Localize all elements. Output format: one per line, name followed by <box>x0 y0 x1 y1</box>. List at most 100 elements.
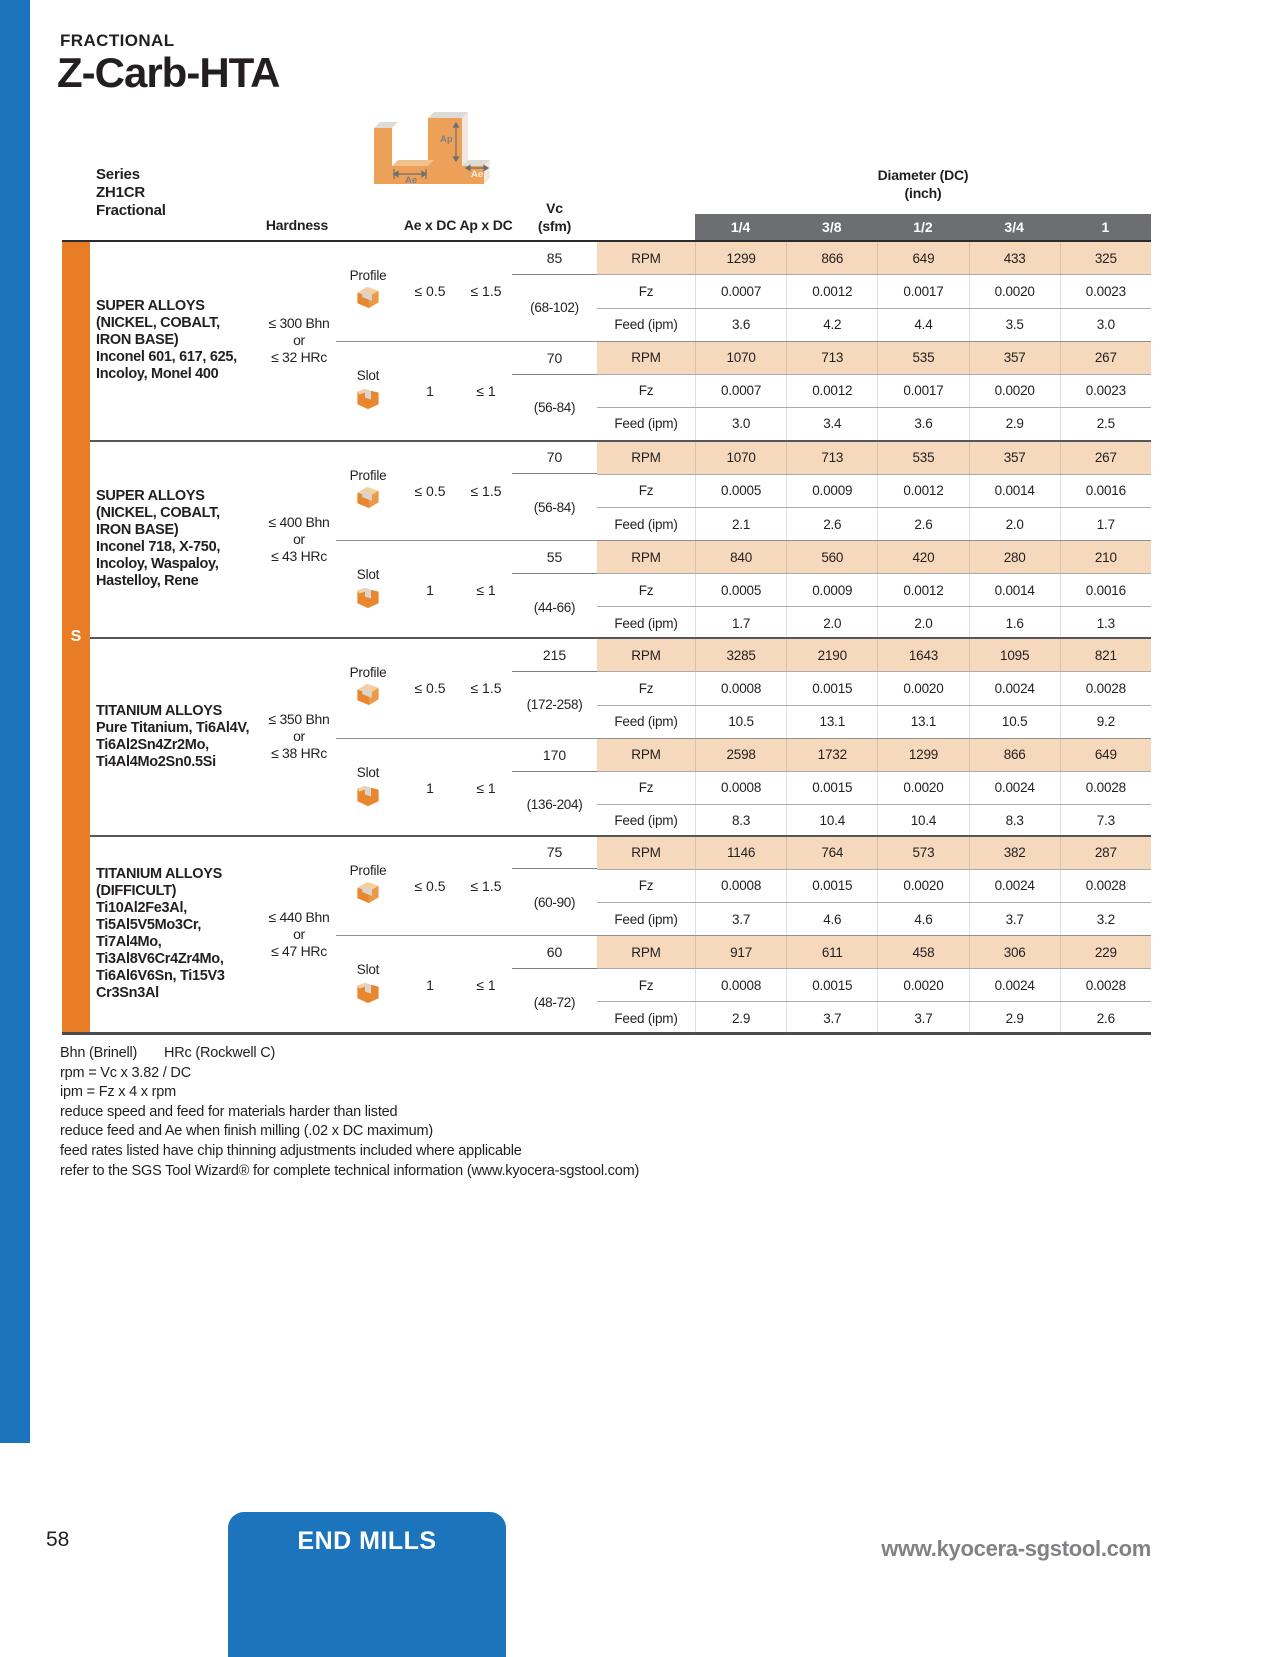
diameter-col-header: 1/4 <box>730 219 751 235</box>
data-rows: RPM 3285 2190 1643 1095 821 Fz 0.0008 0.0015 0.00… <box>597 639 1151 738</box>
feed-cell: 4.6 <box>877 903 968 936</box>
feed-cell: 7.3 <box>1059 804 1151 837</box>
row-label: Fz <box>638 977 654 993</box>
ap-column-header: Ap x DC <box>459 217 513 233</box>
row-label: Fz <box>638 680 654 696</box>
feed-cell: 2.6 <box>1059 1002 1151 1035</box>
hardness-line: ≤ 38 HRc <box>271 745 327 762</box>
material-line: (NICKEL, COBALT, <box>96 315 220 332</box>
fz-cell: 0.0005 <box>695 474 786 507</box>
rpm-cell: 713 <box>786 341 877 374</box>
material-line: Pure Titanium, Ti6Al4V, <box>96 719 250 736</box>
material-name: SUPER ALLOYS (NICKEL, COBALT, IRON BASE) In… <box>96 442 260 638</box>
fz-cell: 0.0020 <box>877 672 968 705</box>
rpm-cell: 420 <box>877 541 968 574</box>
rpm-cell: 866 <box>968 738 1060 771</box>
row-label: RPM <box>631 747 661 763</box>
fz-row: Fz 0.0005 0.0009 0.0012 0.0014 0.0016 <box>597 574 1151 608</box>
slot-icon-wrap <box>353 384 383 414</box>
hardness-line: ≤ 47 HRc <box>271 942 327 959</box>
fz-cell: 0.0014 <box>968 574 1060 607</box>
category-eyebrow: FRACTIONAL <box>60 31 175 50</box>
feed-cell: 2.0 <box>877 607 968 640</box>
series-line: Series <box>96 166 140 183</box>
footnote: reduce speed and feed for materials hard… <box>60 1103 398 1120</box>
fz-row: Fz 0.0008 0.0015 0.0020 0.0024 0.0028 <box>597 869 1151 903</box>
rpm-cell: 267 <box>1059 341 1151 374</box>
ae-value: ≤ 0.5 <box>414 877 446 894</box>
profile-icon <box>357 287 379 309</box>
diameter-header-bar: 1/4 3/8 1/2 3/4 1 <box>695 214 1151 240</box>
feed-cell: 1.7 <box>1059 508 1151 541</box>
op-cell: Slot <box>336 342 400 440</box>
feed-cell: 3.0 <box>1059 308 1151 341</box>
op-section-slot: Slot 1 ≤ 1 60 (48-72) RPM 917 611 458 306 229 Fz 0.0… <box>336 935 1151 1035</box>
fz-cell: 0.0023 <box>1059 374 1151 407</box>
rpm-row: RPM 1070 713 535 357 267 <box>597 441 1151 475</box>
fz-cell: 0.0014 <box>968 474 1060 507</box>
diameter-col-header: 1/2 <box>913 219 933 235</box>
feed-cell: 1.3 <box>1059 607 1151 640</box>
rpm-cell: 357 <box>968 441 1060 474</box>
feed-row: Feed (ipm) 10.5 13.1 13.1 10.5 9.2 <box>597 705 1151 738</box>
rpm-cell: 1070 <box>695 341 786 374</box>
slot-icon-wrap <box>353 978 383 1008</box>
row-label: Fz <box>638 780 654 796</box>
fz-row: Fz 0.0007 0.0012 0.0017 0.0020 0.0023 <box>597 374 1151 408</box>
rpm-cell: 1095 <box>968 639 1060 672</box>
ae-value: 1 <box>426 779 434 796</box>
feed-row: Feed (ipm) 2.1 2.6 2.6 2.0 1.7 <box>597 508 1151 541</box>
fz-row: Fz 0.0008 0.0015 0.0020 0.0024 0.0028 <box>597 672 1151 706</box>
profile-icon <box>357 684 379 706</box>
op-cell: Profile <box>336 837 400 936</box>
rpm-cell: 287 <box>1059 836 1151 869</box>
material-line: SUPER ALLOYS <box>96 298 205 315</box>
rpm-row: RPM 1146 764 573 382 287 <box>597 836 1151 870</box>
op-section-profile: Profile ≤ 0.5 ≤ 1.5 85 (68-102) RPM 1299 866 649… <box>336 242 1151 341</box>
feed-row: Feed (ipm) 1.7 2.0 2.0 1.6 1.3 <box>597 607 1151 640</box>
op-cell: Slot <box>336 541 400 639</box>
iso-group-letter: S <box>70 628 82 645</box>
hardness-line: or <box>293 728 305 745</box>
footer-url: www.kyocera-sgstool.com <box>881 1536 1151 1561</box>
material-line: TITANIUM ALLOYS <box>96 702 222 719</box>
footnote: rpm = Vc x 3.82 / DC <box>60 1064 191 1081</box>
diagram-face <box>462 160 490 166</box>
vc-range: (48-72) <box>533 994 576 1010</box>
op-section-slot: Slot 1 ≤ 1 70 (56-84) RPM 1070 713 535 357 267 Fz 0.… <box>336 340 1151 440</box>
fz-cell: 0.0009 <box>786 474 877 507</box>
op-label: Profile <box>349 665 387 681</box>
op-label: Slot <box>356 962 380 978</box>
fz-row: Fz 0.0008 0.0015 0.0020 0.0024 0.0028 <box>597 771 1151 805</box>
footnote: Bhn (Brinell) HRc (Rockwell C) <box>60 1045 276 1061</box>
rpm-cell: 535 <box>877 441 968 474</box>
data-rows: RPM 840 560 420 280 210 Fz 0.0005 0.0009 0.0012 0.… <box>597 541 1151 640</box>
material-group: TITANIUM ALLOYS Pure Titanium, Ti6Al4V, Ti… <box>90 637 1151 837</box>
row-label: Feed (ipm) <box>614 1010 678 1026</box>
slot-icon <box>357 785 379 806</box>
vc-header-line: Vc <box>546 200 563 216</box>
series-line: ZH1CR <box>96 184 146 201</box>
diagram-ae-right-label: Ae <box>471 169 483 180</box>
material-line: Cr3Sn3Al <box>96 985 159 1002</box>
section-tab-label: END MILLS <box>297 1527 437 1555</box>
feed-cell: 3.7 <box>695 903 786 936</box>
feed-cell: 10.4 <box>786 804 877 837</box>
material-line: Ti6Al6V6Sn, Ti15V3 <box>96 968 225 985</box>
fz-cell: 0.0024 <box>968 869 1060 902</box>
op-label: Slot <box>356 367 380 383</box>
fz-cell: 0.0017 <box>877 275 968 308</box>
diagram-face <box>428 112 468 118</box>
feed-cell: 3.7 <box>968 903 1060 936</box>
material-line: Hastelloy, Rene <box>96 573 199 590</box>
material-line: Incoloy, Waspaloy, <box>96 556 219 573</box>
rpm-cell: 611 <box>786 936 877 969</box>
ap-value: ≤ 1.5 <box>470 877 502 894</box>
fz-cell: 0.0028 <box>1059 771 1151 804</box>
fz-cell: 0.0012 <box>786 374 877 407</box>
rpm-row: RPM 1299 866 649 433 325 <box>597 242 1151 276</box>
material-line: IRON BASE) <box>96 522 179 539</box>
row-label: Fz <box>638 582 654 598</box>
fz-cell: 0.0012 <box>877 474 968 507</box>
material-line: Ti4Al4Mo2Sn0.5Si <box>96 753 216 770</box>
